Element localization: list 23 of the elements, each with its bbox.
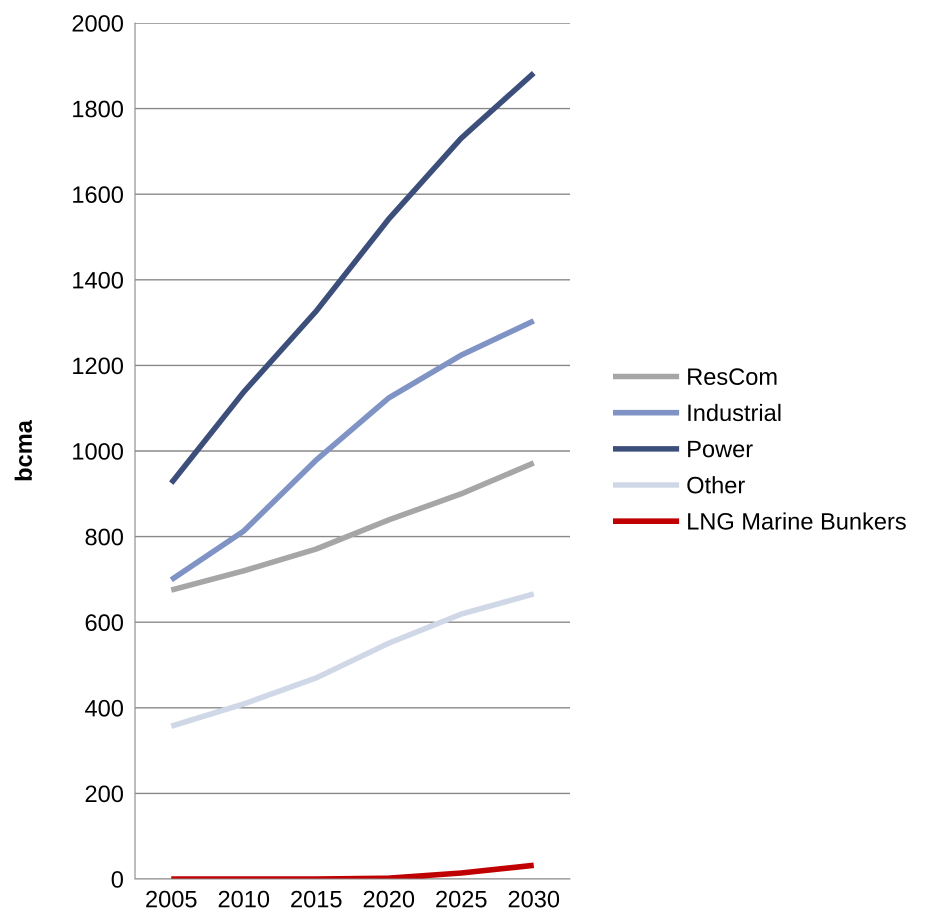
legend-label: LNG Marine Bunkers <box>688 512 906 530</box>
x-tick-label: 2005 <box>146 890 197 908</box>
x-tick-label: 2010 <box>218 890 270 908</box>
legend-label: ResCom <box>688 368 776 385</box>
y-tick-label: 1400 <box>73 272 123 289</box>
y-tick-label: 1800 <box>73 100 123 118</box>
legend-label: Other <box>687 476 745 494</box>
y-tick-label: 400 <box>85 700 123 717</box>
y-tick-label: 200 <box>86 785 123 802</box>
y-axis-title: bcma <box>14 420 32 480</box>
y-tick-label: 800 <box>86 528 123 546</box>
y-tick-label: 1200 <box>73 357 123 374</box>
y-tick-label: 600 <box>86 614 123 631</box>
x-tick-label: 2025 <box>436 890 487 908</box>
x-tick-label: 2030 <box>508 890 560 908</box>
legend-label: Power <box>688 440 753 458</box>
y-tick-label: 2000 <box>72 15 123 32</box>
x-tick-label: 2015 <box>291 890 342 908</box>
y-tick-label: 1000 <box>73 443 123 460</box>
legend-label: Industrial <box>688 404 780 422</box>
y-tick-label: 0 <box>112 871 123 888</box>
x-tick-label: 2020 <box>364 890 414 908</box>
y-tick-label: 1600 <box>73 186 123 203</box>
